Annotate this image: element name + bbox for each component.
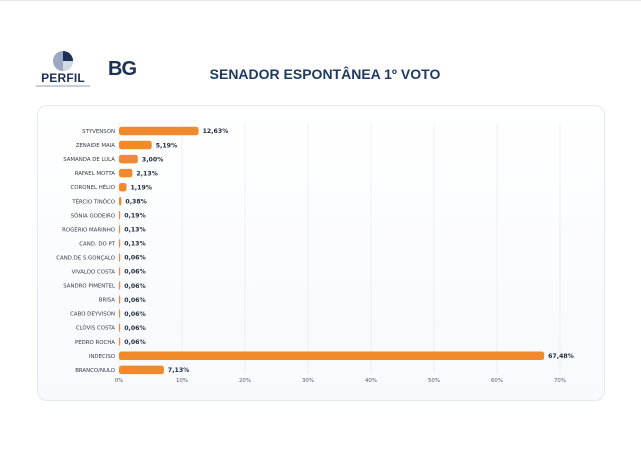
data-bar: [119, 309, 121, 318]
data-bar: [119, 182, 127, 192]
category-label: BRISA: [99, 298, 116, 304]
data-bar: [119, 225, 121, 234]
x-tick-label: 70%: [554, 378, 566, 384]
value-label: 0,06%: [124, 283, 145, 290]
x-tick-label: 30%: [302, 378, 314, 384]
data-bar: [119, 239, 121, 248]
data-bar: [119, 126, 199, 136]
category-label: CLÓVIS COSTA: [76, 325, 115, 332]
x-tick-label: 0%: [115, 378, 124, 384]
category-label: BRANCO/NULO: [75, 368, 115, 374]
category-label: ROGÉRIO MARINHO: [62, 225, 115, 233]
value-label: 1,19%: [130, 184, 151, 191]
data-bar: [119, 140, 152, 150]
perfil-logo-tagline: [36, 85, 90, 87]
value-label: 0,13%: [124, 241, 145, 248]
data-bar: [119, 295, 121, 304]
data-bar: [119, 253, 121, 262]
data-bar: [119, 365, 164, 375]
top-divider: [0, 0, 641, 1]
chart-card: 0% 10% 20% 30% 40% 50% 60% 70% STYVENSON 12,63% ZE…: [37, 105, 605, 401]
page-title: SENADOR ESPONTÂNEA 1º VOTO: [209, 66, 441, 82]
value-label: 0,06%: [124, 297, 145, 304]
category-label: SAMANDA DE LULA: [63, 157, 115, 163]
data-bar: [119, 323, 121, 332]
category-label: SANDRO PIMENTEL: [63, 284, 115, 290]
bg-logo: BG: [108, 58, 137, 80]
perfil-logo: PERFIL: [34, 50, 92, 90]
category-label: CAND. DO PT: [79, 241, 115, 247]
value-label: 2,13%: [136, 170, 157, 177]
value-label: 0,06%: [124, 339, 145, 346]
value-label: 3,00%: [142, 156, 163, 163]
value-label: 5,19%: [156, 142, 177, 149]
category-label: VIVALDO COSTA: [72, 270, 116, 276]
bar-chart: 0% 10% 20% 30% 40% 50% 60% 70% STYVENSON 12,63% ZE…: [56, 123, 574, 384]
x-tick-label: 10%: [176, 378, 188, 384]
data-bar: [119, 197, 122, 206]
value-label: 0,38%: [125, 198, 146, 205]
data-bar: [119, 168, 133, 178]
category-label: INDECISO: [89, 354, 115, 360]
x-tick-label: 60%: [491, 378, 503, 384]
category-label: SÔNIA GODEIRO: [71, 212, 115, 219]
value-label: 0,06%: [124, 269, 145, 276]
category-label: RAFAEL MOTTA: [75, 171, 116, 177]
value-label: 0,19%: [124, 213, 145, 220]
x-tick-label: 50%: [428, 378, 440, 384]
data-bar: [119, 267, 121, 276]
perfil-globe-icon: [53, 51, 73, 71]
value-label: 0,06%: [124, 325, 145, 332]
data-bar: [119, 281, 121, 290]
category-label: CORONEL HÉLIO: [71, 183, 115, 191]
category-label: CABO DEYVISON: [70, 312, 115, 318]
category-label: PEDRO ROCHA: [75, 340, 115, 346]
perfil-logo-text: PERFIL: [41, 71, 85, 85]
x-tick-label: 40%: [365, 378, 377, 384]
value-label: 0,06%: [124, 255, 145, 262]
category-label: STYVENSON: [82, 129, 115, 135]
value-label: 7,13%: [168, 367, 189, 374]
value-label: 0,06%: [124, 311, 145, 318]
category-label: TÉRCIO TINÔCO: [71, 197, 115, 205]
data-bar: [119, 337, 121, 346]
data-bar: [119, 154, 138, 164]
category-label: CAND.DE S.GONÇALO: [56, 255, 115, 261]
data-bar: [119, 351, 545, 361]
value-label: 67,48%: [548, 353, 574, 360]
value-label: 0,13%: [124, 227, 145, 234]
x-tick-label: 20%: [239, 378, 251, 384]
category-label: ZENAIDE MAIA: [76, 143, 116, 149]
value-label: 12,63%: [203, 128, 229, 135]
data-bar: [119, 211, 121, 220]
